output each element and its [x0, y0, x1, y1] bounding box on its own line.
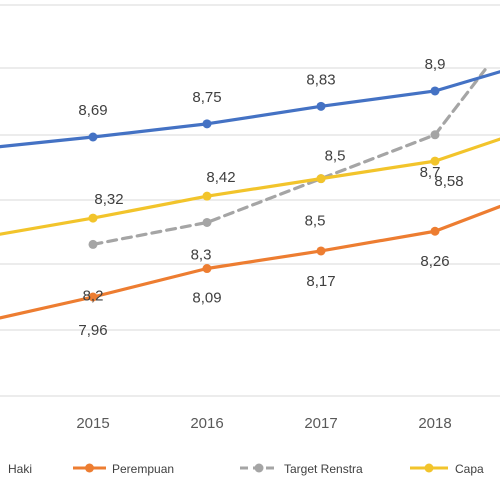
data-point — [88, 292, 98, 302]
data-point — [316, 174, 326, 184]
legend-item: Capa — [410, 462, 484, 476]
data-label: 7,96 — [78, 322, 107, 339]
series-line — [0, 137, 500, 236]
legend-marker — [424, 463, 434, 473]
data-point — [202, 217, 212, 227]
data-label: 8,42 — [206, 169, 235, 186]
data-point — [316, 101, 326, 111]
legend-label: Target Renstra — [284, 462, 363, 476]
legend-item: Perempuan — [73, 462, 174, 476]
data-label: 8,2 — [83, 287, 104, 304]
legend-label: Haki — [8, 462, 32, 476]
series-line — [0, 204, 500, 320]
x-tick-label: 2015 — [76, 415, 109, 432]
data-label: 8,75 — [192, 89, 221, 106]
gridlines — [0, 4, 500, 397]
data-point — [202, 119, 212, 129]
data-point — [430, 86, 440, 96]
data-point — [202, 191, 212, 201]
data-label: 8,5 — [325, 148, 346, 165]
data-label: 8,17 — [306, 273, 335, 290]
legend-item: Haki — [8, 462, 32, 476]
legend-label: Perempuan — [112, 462, 174, 476]
data-label: 8,5 — [305, 213, 326, 230]
legend-item: Target Renstra — [240, 462, 363, 476]
data-label: 8,83 — [306, 71, 335, 88]
series-line — [91, 68, 487, 246]
data-point — [88, 213, 98, 223]
data-point — [88, 239, 98, 249]
data-point — [316, 246, 326, 256]
legend-label: Capa — [455, 462, 484, 476]
data-point — [202, 264, 212, 274]
data-point — [88, 132, 98, 142]
data-label: 8,69 — [78, 102, 107, 119]
data-label: 8,58 — [434, 173, 463, 190]
data-point — [430, 226, 440, 236]
data-point — [430, 156, 440, 166]
series-line — [0, 70, 500, 149]
data-label: 8,9 — [425, 56, 446, 73]
data-label: 8,32 — [94, 191, 123, 208]
legend-marker — [254, 463, 264, 473]
series-perempuan — [0, 204, 500, 320]
x-tick-label: 2017 — [304, 415, 337, 432]
x-tick-label: 2016 — [190, 415, 223, 432]
data-label: 8,09 — [192, 290, 221, 307]
series-laki-laki — [0, 70, 500, 149]
x-tick-label: 2018 — [418, 415, 451, 432]
data-label: 8,26 — [420, 253, 449, 270]
legend: Haki Perempuan Target Renstra Capa — [8, 462, 484, 476]
data-label: 8,3 — [191, 246, 212, 263]
data-label: 8,7 — [420, 164, 441, 181]
series-target-renstra — [88, 68, 487, 249]
legend-marker — [85, 463, 94, 473]
series-layer — [0, 68, 500, 320]
data-labels: 8,69 8,75 8,83 8,9 7,96 8,09 8,17 8,26 8,2 8,3 8,5… — [78, 56, 463, 339]
series-capaian — [0, 137, 500, 236]
data-point — [430, 130, 440, 140]
x-axis: 2015 2016 2017 2018 — [76, 415, 451, 432]
